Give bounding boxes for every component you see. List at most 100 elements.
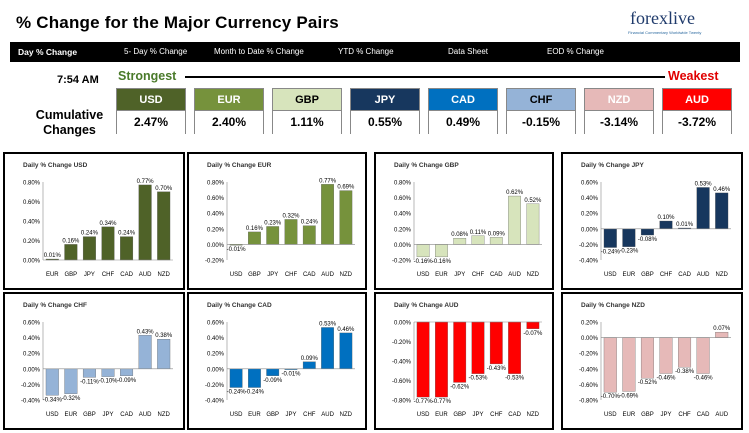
data-label: -0.01% (227, 247, 247, 253)
x-tick-label: AUD (697, 272, 710, 278)
bar-usd (603, 228, 617, 248)
x-tick-label: AUD (139, 412, 152, 418)
chart-panel-eur: Daily % Change EUR -0.20% 0.00% 0.20% 0.40% 0… (187, 152, 367, 290)
bar-jpy (266, 226, 280, 245)
currency-name: EUR (195, 89, 263, 111)
page-title: % Change for the Major Currency Pairs (16, 13, 339, 32)
bar-aud (321, 327, 334, 369)
y-tick-label: 0.40% (23, 336, 41, 342)
data-label: -0.53% (505, 376, 525, 382)
data-label: -0.24% (601, 250, 621, 256)
bar-nzd (715, 192, 729, 229)
chart-svg: 0.00% 0.20% 0.40% 0.60% 0.80% 0.01% EUR 0.16% GB… (23, 179, 173, 278)
data-label: 0.43% (137, 329, 155, 335)
data-label: 0.23% (264, 220, 282, 226)
x-tick-label: NZD (527, 412, 540, 418)
bar-gbp (453, 321, 467, 383)
x-tick-label: CAD (303, 272, 316, 278)
bar-jpy (471, 321, 485, 374)
chart-title: Daily % Change AUD (394, 302, 459, 309)
chart-panel-usd: Daily % Change USD 0.00% 0.20% 0.40% 0.60% 0.… (3, 152, 185, 290)
tab-bar: Day % Change 5- Day % Change Month to Da… (10, 42, 740, 62)
data-label: 0.69% (337, 185, 355, 191)
y-tick-label: 0.60% (23, 321, 41, 327)
x-tick-label: AUD (715, 412, 728, 418)
bar-jpy (101, 368, 115, 377)
y-tick-label: 0.40% (581, 196, 599, 202)
data-label: 0.01% (676, 222, 694, 228)
x-tick-label: CHF (472, 272, 485, 278)
y-tick-label: 0.60% (23, 200, 41, 206)
data-label: -0.09% (263, 378, 283, 384)
chart-title: Daily % Change JPY (581, 162, 644, 169)
x-tick-label: NZD (340, 272, 353, 278)
bar-eur (622, 228, 636, 247)
x-tick-label: GBP (83, 412, 96, 418)
x-tick-label: NZD (158, 412, 171, 418)
x-tick-label: GBP (248, 272, 261, 278)
bar-cad (696, 337, 710, 374)
tab-5day-change[interactable]: 5- Day % Change (124, 47, 188, 56)
chart-svg: -0.80% -0.60% -0.40% -0.20% 0.00% -0.77% USD -0… (392, 321, 543, 419)
data-label: -0.77% (432, 399, 452, 405)
y-tick-label: 0.20% (394, 227, 412, 233)
x-tick-label: NZD (716, 272, 729, 278)
bar-gbp (64, 244, 78, 261)
tab-eod-change[interactable]: EOD % Change (547, 47, 604, 56)
currency-box-jpy: JPY 0.55% (350, 88, 420, 134)
y-tick-label: -0.20% (21, 383, 41, 389)
x-tick-label: EUR (435, 272, 448, 278)
y-tick-label: 0.40% (207, 336, 225, 342)
data-label: 0.24% (118, 231, 136, 237)
x-tick-label: CAD (508, 412, 521, 418)
data-label: 0.53% (319, 321, 337, 327)
x-tick-label: AUD (321, 272, 334, 278)
x-tick-label: CHF (102, 272, 115, 278)
y-tick-label: -0.80% (579, 399, 599, 405)
y-tick-label: 0.60% (581, 181, 599, 187)
data-label: -0.46% (656, 375, 676, 381)
currency-name: JPY (351, 89, 419, 111)
currency-box-eur: EUR 2.40% (194, 88, 264, 134)
currency-box-aud: AUD -3.72% (662, 88, 732, 134)
bar-chf (489, 321, 503, 365)
y-tick-label: -0.20% (205, 383, 225, 389)
currency-name: CAD (429, 89, 497, 111)
data-label: -0.09% (117, 378, 137, 384)
bar-eur (64, 368, 78, 394)
data-label: -0.70% (601, 394, 621, 400)
data-label: -0.46% (694, 375, 714, 381)
data-label: 0.10% (657, 215, 675, 221)
x-tick-label: GBP (641, 412, 654, 418)
chart-svg: -0.40% -0.20% 0.00% 0.20% 0.40% 0.60% -0.24% US… (205, 321, 355, 419)
x-tick-label: CAD (490, 272, 503, 278)
data-label: 0.24% (301, 220, 319, 226)
y-tick-label: -0.60% (579, 383, 599, 389)
x-tick-label: USD (604, 272, 617, 278)
data-label: 0.53% (695, 181, 713, 187)
data-label: -0.32% (61, 396, 81, 402)
y-tick-label: 0.00% (394, 321, 412, 327)
y-tick-label: -0.40% (205, 399, 225, 405)
bar-chf (471, 235, 485, 245)
bar-chf (284, 219, 298, 245)
bar-usd (416, 321, 430, 398)
bar-gbp (82, 368, 96, 378)
bar-cad (302, 225, 316, 245)
bar-aud (715, 331, 729, 338)
tab-ytd-change[interactable]: YTD % Change (338, 47, 394, 56)
x-tick-label: EUR (623, 272, 636, 278)
data-label: -0.24% (227, 390, 247, 396)
chart-svg: -0.80% -0.60% -0.40% -0.20% 0.00% 0.20% -0.70%… (579, 321, 731, 418)
bar-chf (678, 337, 692, 368)
x-tick-label: USD (46, 412, 59, 418)
x-tick-label: NZD (527, 272, 540, 278)
tab-mtd-change[interactable]: Month to Date % Change (214, 47, 304, 56)
currency-cumulative-value: 1.11% (273, 111, 341, 134)
chart-title: Daily % Change GBP (394, 162, 459, 169)
tab-data-sheet[interactable]: Data Sheet (448, 47, 489, 56)
data-label: 0.46% (713, 187, 731, 193)
currency-box-chf: CHF -0.15% (506, 88, 576, 134)
tab-day-change[interactable]: Day % Change (18, 47, 78, 57)
chart-svg: -0.20% 0.00% 0.20% 0.40% 0.60% 0.80% -0.01% USD… (205, 178, 355, 278)
